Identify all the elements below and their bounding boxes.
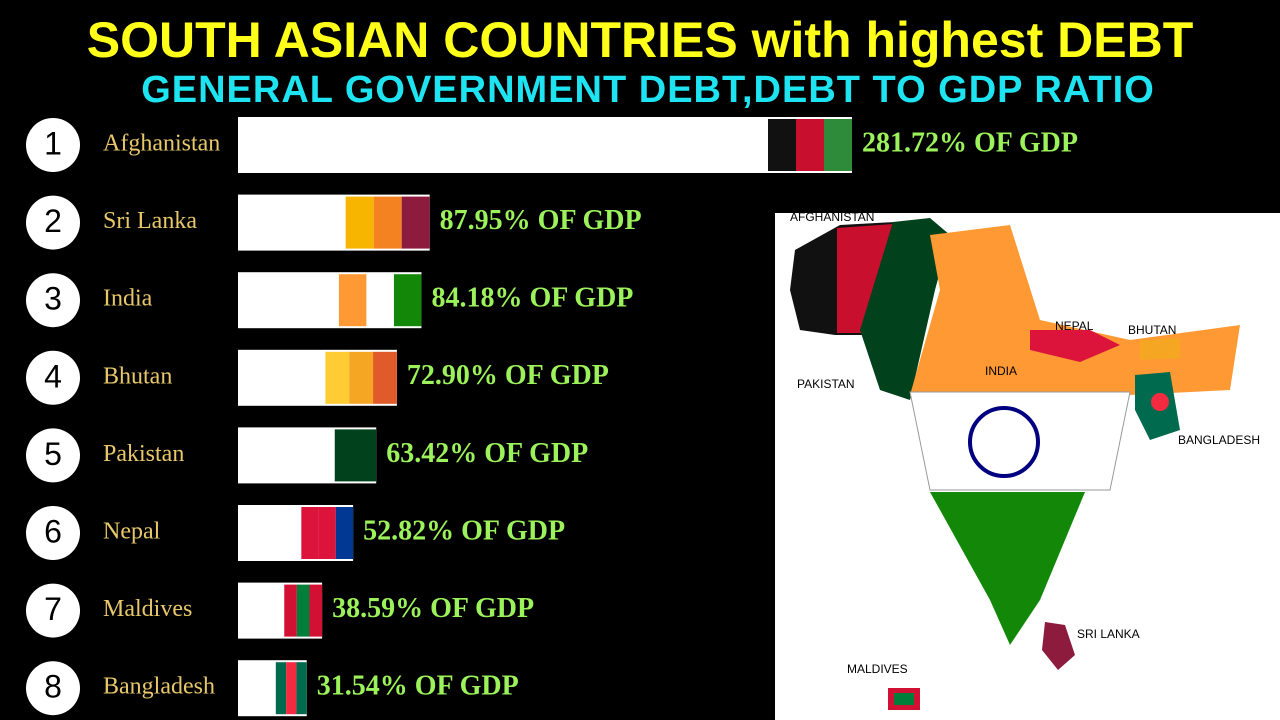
value-label: 52.82% OF GDP (363, 515, 565, 546)
rank-circle (26, 583, 80, 638)
value-label: 31.54% OF GDP (317, 671, 519, 702)
chakra (968, 406, 1040, 478)
flag-stripe (373, 351, 397, 404)
srilanka-shape (1042, 622, 1075, 670)
flag-stripe (296, 584, 310, 637)
bhutan-shape (1140, 338, 1180, 360)
flag-stripe (284, 584, 297, 637)
flag-stripe (355, 429, 377, 482)
rank-circle (26, 661, 80, 716)
value-label: 63.42% OF GDP (386, 438, 588, 469)
rank-label: 2 (44, 203, 62, 239)
flag-stripe (345, 196, 374, 249)
category-label: Afghanistan (103, 131, 220, 157)
flag-stripe (768, 119, 796, 171)
flag-stripe (286, 662, 297, 715)
bangladesh-circle (1151, 393, 1169, 411)
map-label: BHUTAN (1128, 323, 1176, 337)
rank-circle (26, 273, 80, 328)
flag-stripe (824, 119, 852, 171)
flag-stripe (393, 274, 422, 327)
flag-stripe (296, 662, 307, 715)
category-label: Sri Lanka (103, 208, 197, 234)
category-label: Maldives (103, 596, 192, 622)
rank-label: 6 (44, 513, 62, 549)
chart-subtitle: GENERAL GOVERNMENT DEBT,DEBT TO GDP RATI… (141, 69, 1155, 111)
map-label: PAKISTAN (797, 377, 855, 391)
category-label: Bangladesh (103, 674, 215, 700)
flag-stripe (349, 351, 374, 404)
category-label: Bhutan (103, 363, 172, 389)
rank-label: 7 (44, 591, 62, 627)
flag-stripe (309, 584, 323, 637)
flag-stripe (325, 351, 350, 404)
map-label: MALDIVES (847, 662, 908, 676)
map-label: NEPAL (1055, 319, 1094, 333)
maldives-flag (894, 693, 914, 705)
map-label: INDIA (985, 364, 1017, 378)
rank-label: 1 (44, 125, 62, 161)
rank-circle (26, 350, 80, 405)
india-shape (909, 391, 1131, 491)
rank-label: 3 (44, 281, 62, 317)
rank-label: 8 (44, 669, 62, 705)
category-label: Pakistan (103, 441, 184, 467)
map-label: SRI LANKA (1077, 627, 1140, 641)
flag-stripe (366, 274, 394, 327)
india-shape (930, 492, 1085, 645)
value-label: 38.59% OF GDP (332, 593, 534, 624)
map-panel (775, 213, 1280, 720)
flag-stripe (314, 429, 335, 482)
flag-stripe (338, 274, 367, 327)
bar (238, 117, 852, 173)
nepal-shape (1030, 330, 1120, 362)
category-label: India (103, 286, 153, 312)
value-label: 84.18% OF GDP (431, 283, 633, 314)
flag-stripe (401, 196, 430, 249)
flag-stripe (373, 196, 402, 249)
rank-circle (26, 118, 80, 172)
flag-stripe (796, 119, 824, 171)
map-label: AFGHANISTAN (790, 210, 874, 224)
map-label: BANGLADESH (1178, 433, 1260, 447)
pakistan-shape (860, 218, 950, 400)
flag-stripe (335, 507, 354, 559)
flag-stripe (318, 507, 336, 559)
flag-stripe (275, 662, 287, 715)
rank-label: 4 (44, 358, 62, 394)
value-label: 87.95% OF GDP (440, 205, 642, 236)
rank-circle (26, 195, 80, 250)
category-label: Nepal (103, 519, 161, 545)
value-label: 281.72% OF GDP (862, 127, 1078, 158)
rank-circle (26, 506, 80, 560)
flag-stripe (334, 429, 356, 482)
value-label: 72.90% OF GDP (407, 360, 609, 391)
rank-circle (26, 428, 80, 483)
rank-label: 5 (44, 436, 62, 472)
flag-stripe (301, 507, 319, 559)
chart-title: SOUTH ASIAN COUNTRIES with highest DEBT (87, 12, 1194, 68)
